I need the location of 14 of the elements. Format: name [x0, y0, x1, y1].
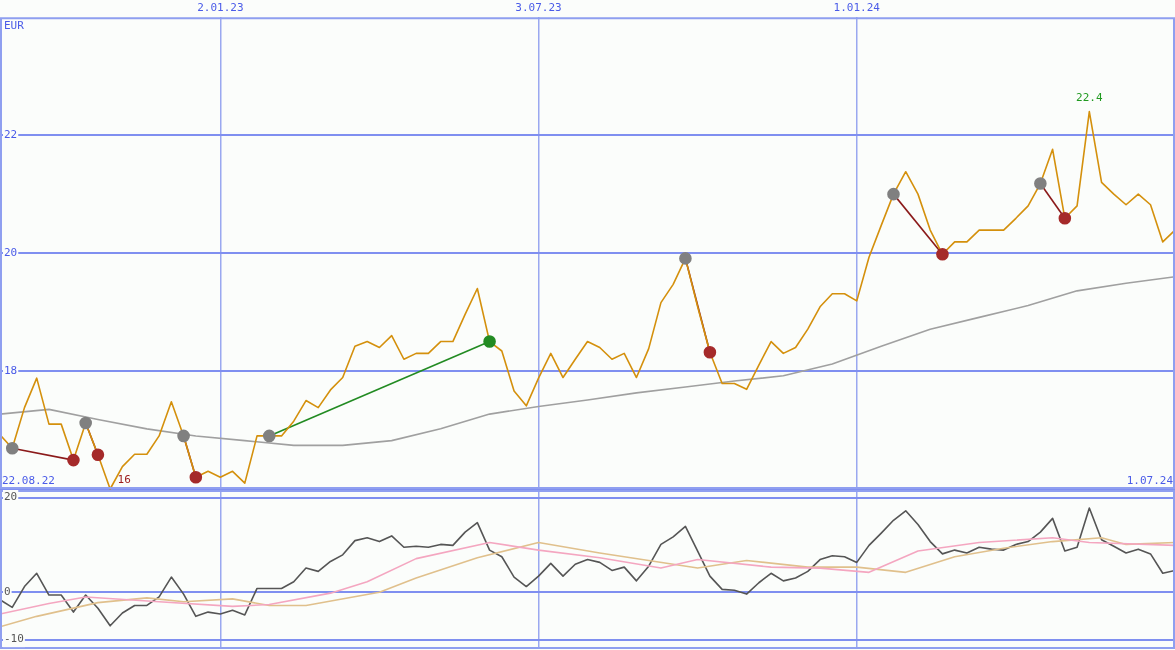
annotation: 22.4 — [1076, 90, 1103, 104]
annotation: 1.07.24 — [1126, 474, 1174, 488]
x-tick-label: 2.01.23 — [197, 1, 244, 15]
x-tick-label: 1.01.24 — [833, 1, 881, 15]
annotation: 22.08.22 — [2, 474, 55, 488]
y-tick-label: -10 — [4, 632, 24, 646]
y-tick-label: 22 — [4, 128, 18, 142]
annotation: 16 — [117, 473, 131, 487]
y-axis-title: EUR — [4, 18, 25, 32]
y-tick-label: 0 — [4, 585, 11, 599]
y-tick-label: 20 — [4, 490, 18, 504]
x-tick-label: 3.07.23 — [515, 1, 562, 15]
y-tick-label: 18 — [4, 363, 18, 377]
y-tick-label: 20 — [4, 245, 18, 259]
